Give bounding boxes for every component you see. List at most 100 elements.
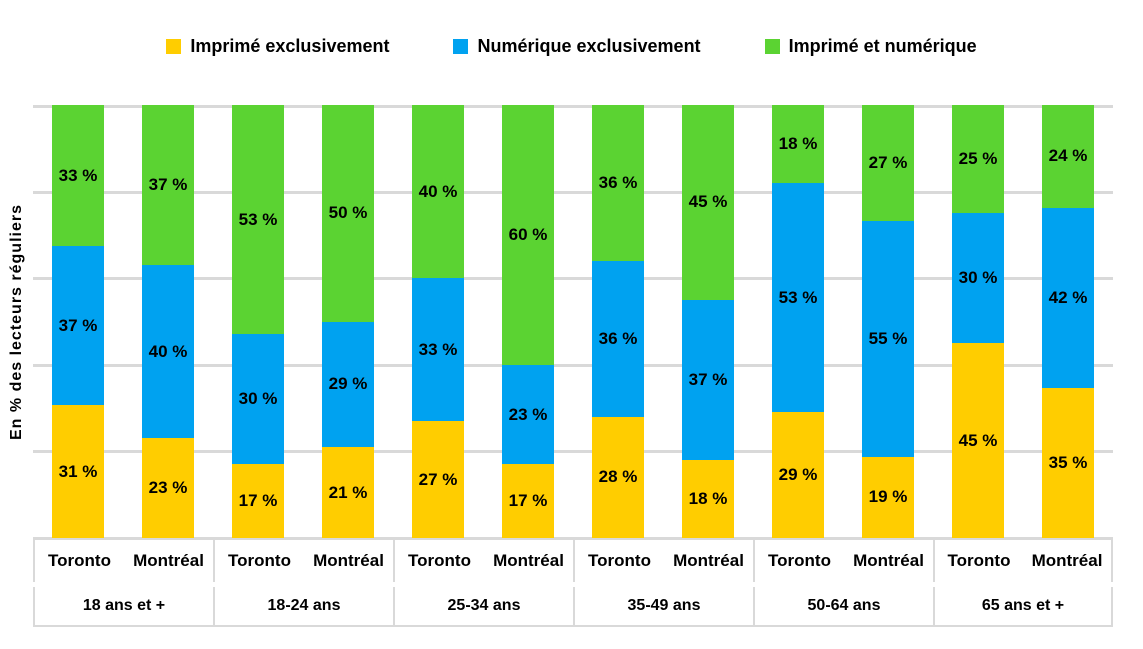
bar-montreal-18-24-ans: 21 % 29 % 50 % — [322, 105, 374, 538]
data-label: 31 % — [58, 461, 98, 481]
bar-toronto-25-34-ans: 27 % 33 % 40 % — [412, 105, 464, 538]
gridline-20 — [33, 450, 1113, 453]
bar-slot: 21 % 29 % 50 % — [303, 105, 393, 538]
city-label-toronto: Toronto — [768, 551, 831, 570]
age-group-label-35-49-ans: 35-49 ans — [573, 587, 753, 627]
city-label-montreal: Montréal — [1031, 551, 1103, 570]
bar-toronto-18-ans-et: 31 % 37 % 33 % — [52, 105, 104, 538]
data-label: 35 % — [1048, 452, 1088, 472]
bar-montreal-35-49-ans: 18 % 37 % 45 % — [682, 105, 734, 538]
segment-imprime-exclusivement: 23 % — [142, 438, 194, 538]
city-cell-65-ans-et: Toronto Montréal — [933, 540, 1113, 582]
age-group-label-18-ans-et: 18 ans et + — [33, 587, 213, 627]
bar-slots: 31 % 37 % 33 % 23 % 40 % 37 % 17 % 30 % 53 % 21 %… — [33, 105, 1113, 538]
data-label: 29 % — [778, 465, 818, 485]
data-label: 40 % — [418, 181, 458, 201]
segment-imprime-et-numerique: 33 % — [52, 105, 104, 247]
data-label: 30 % — [958, 268, 998, 288]
data-label: 37 % — [688, 369, 728, 389]
age-group-labels-row: 18 ans et +18-24 ans 25-34 ans 35-49 ans 50… — [33, 587, 1113, 627]
bar-slot: 45 % 30 % 25 % — [933, 105, 1023, 538]
segment-imprime-et-numerique: 25 % — [952, 105, 1004, 214]
segment-imprime-exclusivement: 28 % — [592, 416, 644, 538]
segment-numerique-exclusivement: 40 % — [142, 265, 194, 439]
data-label: 36 % — [598, 328, 638, 348]
city-label-montreal: Montréal — [493, 551, 564, 570]
city-label-montreal: Montréal — [133, 551, 204, 570]
bar-toronto-35-49-ans: 28 % 36 % 36 % — [592, 105, 644, 538]
city-label-toronto: Toronto — [408, 551, 471, 570]
segment-numerique-exclusivement: 37 % — [682, 299, 734, 461]
segment-imprime-et-numerique: 24 % — [1042, 105, 1094, 208]
gridline-40 — [33, 364, 1113, 367]
segment-numerique-exclusivement: 36 % — [592, 260, 644, 417]
city-label-montreal: Montréal — [673, 551, 744, 570]
city-label-toronto: Toronto — [48, 551, 111, 570]
bar-toronto-50-64-ans: 29 % 53 % 18 % — [772, 105, 824, 538]
data-label: 33 % — [418, 339, 458, 359]
data-label: 37 % — [148, 175, 188, 195]
city-label-toronto: Toronto — [947, 551, 1011, 570]
city-cell-25-34-ans: Toronto Montréal — [393, 540, 573, 582]
bar-slot: 28 % 36 % 36 % — [573, 105, 663, 538]
bar-toronto-65-ans-et: 45 % 30 % 25 % — [952, 105, 1004, 538]
data-label: 23 % — [148, 478, 188, 498]
gridline-80 — [33, 191, 1113, 194]
y-axis-label: En % des lecteurs réguliers — [2, 105, 32, 538]
legend-item-imprime-et-numerique: Imprimé et numérique — [764, 36, 977, 57]
segment-numerique-exclusivement: 55 % — [862, 220, 914, 457]
data-label: 23 % — [508, 404, 548, 424]
legend-swatch-icon — [453, 39, 469, 54]
segment-numerique-exclusivement: 29 % — [322, 321, 374, 448]
bar-montreal-65-ans-et: 35 % 42 % 24 % — [1042, 105, 1094, 538]
data-label: 50 % — [328, 203, 368, 223]
segment-imprime-exclusivement: 17 % — [232, 464, 284, 538]
city-cell-18-24-ans: Toronto Montréal — [213, 540, 393, 582]
bar-slot: 35 % 42 % 24 % — [1023, 105, 1113, 538]
gridline-60 — [33, 277, 1113, 280]
age-group-label-50-64-ans: 50-64 ans — [753, 587, 933, 627]
segment-numerique-exclusivement: 30 % — [232, 334, 284, 465]
bar-slot: 19 % 55 % 27 % — [843, 105, 933, 538]
segment-numerique-exclusivement: 30 % — [952, 213, 1004, 344]
y-axis-label-text: En % des lecteurs réguliers — [8, 203, 25, 440]
data-label: 60 % — [508, 224, 548, 244]
data-label: 25 % — [958, 149, 998, 169]
data-label: 27 % — [418, 469, 458, 489]
city-cell-35-49-ans: Toronto Montréal — [573, 540, 753, 582]
data-label: 53 % — [238, 209, 278, 229]
city-label-montreal: Montréal — [853, 551, 924, 570]
plot-area: 31 % 37 % 33 % 23 % 40 % 37 % 17 % 30 % 53 % 21 %… — [33, 105, 1113, 540]
data-label: 45 % — [688, 192, 728, 212]
data-label: 27 % — [868, 152, 908, 172]
bar-slot: 17 % 23 % 60 % — [483, 105, 573, 538]
bar-toronto-18-24-ans: 17 % 30 % 53 % — [232, 105, 284, 538]
data-label: 18 % — [778, 133, 818, 153]
segment-imprime-exclusivement: 18 % — [682, 460, 734, 538]
city-label-toronto: Toronto — [228, 551, 291, 570]
legend-label: Numérique exclusivement — [477, 36, 701, 56]
data-label: 42 % — [1048, 287, 1088, 307]
segment-imprime-exclusivement: 31 % — [52, 405, 104, 538]
legend-label: Imprimé et numérique — [788, 36, 977, 56]
segment-imprime-et-numerique: 37 % — [142, 105, 194, 266]
bar-slot: 31 % 37 % 33 % — [33, 105, 123, 538]
legend-swatch-icon — [764, 39, 780, 54]
bar-slot: 18 % 37 % 45 % — [663, 105, 753, 538]
legend-label: Imprimé exclusivement — [190, 36, 390, 56]
data-label: 17 % — [508, 491, 548, 511]
city-label-montreal: Montréal — [313, 551, 384, 570]
bar-slot: 17 % 30 % 53 % — [213, 105, 303, 538]
data-label: 21 % — [328, 482, 368, 502]
segment-numerique-exclusivement: 33 % — [412, 278, 464, 422]
city-labels-row: Toronto Montréal Toronto Montréal Toronto Mon… — [33, 538, 1113, 582]
data-label: 40 % — [148, 341, 188, 361]
bar-montreal-50-64-ans: 19 % 55 % 27 % — [862, 105, 914, 538]
segment-imprime-et-numerique: 45 % — [682, 105, 734, 300]
city-cell-50-64-ans: Toronto Montréal — [753, 540, 933, 582]
data-label: 18 % — [688, 489, 728, 509]
data-label: 28 % — [598, 467, 638, 487]
gridline-100 — [33, 105, 1113, 108]
segment-numerique-exclusivement: 42 % — [1042, 207, 1094, 388]
